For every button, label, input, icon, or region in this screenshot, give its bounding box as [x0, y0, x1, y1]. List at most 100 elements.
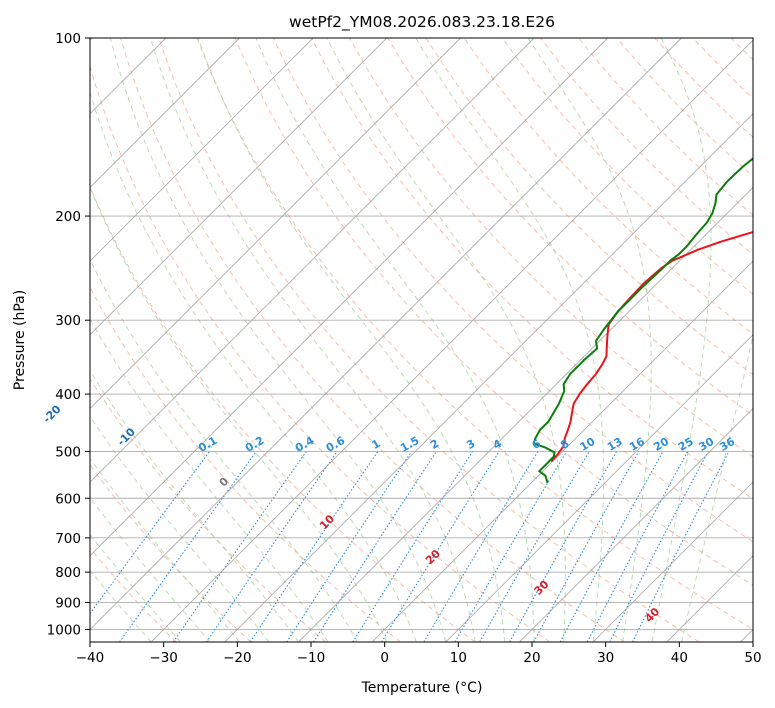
dry-adiabat-label: -10	[115, 425, 138, 448]
dry-adiabat	[120, 38, 625, 642]
mixing-ratio-line	[632, 451, 730, 642]
mixing-ratio-line	[509, 451, 618, 642]
y-tick-label: 800	[55, 565, 81, 581]
moist-adiabat	[90, 496, 211, 642]
x-tick-label: −30	[149, 650, 178, 666]
y-axis-label: Pressure (hPa)	[12, 290, 28, 390]
moist-adiabat	[90, 258, 358, 642]
isotherm-line	[592, 481, 753, 642]
mixing-ratio-line	[381, 451, 500, 642]
isotherm-line	[666, 555, 753, 642]
y-tick-label: 900	[55, 595, 81, 611]
y-tick-label: 600	[55, 491, 81, 507]
dry-adiabat	[501, 38, 753, 295]
moist-adiabat	[415, 38, 605, 642]
moist-adiabat	[527, 38, 652, 642]
moist-adiabat	[150, 38, 476, 642]
moist-adiabat	[90, 186, 388, 642]
x-tick-label: 20	[523, 650, 540, 666]
isotherm-line	[298, 186, 753, 642]
moist-adiabat	[681, 333, 753, 642]
chart-title: wetPf2_YM08.2026.083.23.18.E26	[289, 13, 555, 32]
mixing-ratio-line	[90, 451, 211, 615]
isotherm-line	[371, 260, 753, 642]
moist-adiabat	[255, 38, 535, 642]
y-tick-label: 500	[55, 444, 81, 460]
x-tick-label: 0	[380, 650, 389, 666]
dry-adiabat-label: 0	[217, 475, 232, 490]
x-axis-ticks: −40 −30 −20 −10 0 10 20 30 40 50	[76, 642, 762, 666]
x-tick-label: 10	[450, 650, 467, 666]
line-labels: 0.10.20.40.611.52346810131620253036-100-…	[40, 402, 737, 625]
moist-adiabat	[90, 90, 417, 642]
x-tick-label: −40	[76, 650, 105, 666]
isotherm-line	[224, 113, 753, 642]
y-axis-ticks: 100 200 300 400 500 600 700 800 900 1000	[47, 31, 90, 638]
mixing-ratio-label: 3	[464, 437, 477, 452]
y-tick-label: 300	[55, 313, 81, 329]
moist-adiabat	[90, 457, 240, 642]
dry-adiabat	[158, 38, 700, 642]
mixing-ratio-line	[172, 451, 307, 642]
moist-adiabat	[651, 38, 712, 642]
isotherm-line	[90, 38, 314, 262]
y-tick-label: 1000	[47, 622, 81, 638]
isotherm-line	[90, 38, 240, 189]
mixing-ratio-line	[286, 451, 413, 642]
dry-adiabat	[349, 38, 753, 458]
profiles	[532, 157, 753, 484]
mixing-ratio-line	[119, 451, 257, 642]
y-tick-label: 100	[55, 31, 81, 47]
mixing-ratio-line	[533, 451, 640, 642]
y-tick-label: 200	[55, 209, 81, 225]
isotherm-line	[445, 334, 753, 642]
y-tick-label: 700	[55, 531, 81, 547]
isotherm-line	[90, 38, 535, 483]
moist-adiabat	[109, 38, 447, 642]
moist-adiabat	[326, 38, 566, 642]
isotherm-line	[519, 407, 753, 642]
isotherm-line	[90, 38, 609, 557]
moist-adiabat	[90, 534, 181, 642]
dry-adiabat	[387, 38, 753, 417]
mixing-ratio-line	[454, 451, 568, 642]
moist-adiabat	[90, 569, 152, 642]
isotherm-line	[90, 38, 682, 631]
dry-adiabat	[616, 38, 753, 177]
dry-adiabat-label: 20	[423, 547, 443, 567]
dry-adiabat	[90, 64, 551, 642]
isotherm-line	[740, 628, 753, 642]
dewpoint-line	[532, 157, 753, 484]
grid	[90, 38, 753, 642]
temperature-line	[550, 230, 753, 463]
moist-adiabat	[197, 38, 506, 642]
moist-adiabat	[90, 369, 299, 642]
x-tick-label: 30	[597, 650, 614, 666]
y-tick-label: 400	[55, 387, 81, 403]
dry-adiabat	[90, 185, 476, 642]
dry-adiabat	[234, 38, 753, 586]
dry-adiabat	[90, 464, 252, 642]
dry-adiabat	[90, 286, 401, 642]
dry-adiabat-label: 10	[317, 512, 337, 532]
x-tick-label: 50	[744, 650, 761, 666]
mixing-ratio-label: 6	[530, 437, 543, 452]
mixing-ratio-line	[313, 451, 437, 642]
moist-adiabat	[90, 318, 329, 642]
dry-adiabat-label: 30	[532, 577, 552, 597]
mixing-ratio-line	[609, 451, 709, 642]
dry-adiabat	[654, 38, 753, 138]
x-tick-label: 40	[671, 650, 688, 666]
x-tick-label: −10	[297, 650, 326, 666]
dry-adiabat	[463, 38, 753, 335]
plot-frame	[89, 37, 754, 643]
mixing-ratio-line	[586, 451, 689, 642]
moist-adiabat	[90, 415, 270, 642]
dry-adiabat	[196, 38, 753, 631]
x-tick-label: −20	[223, 650, 252, 666]
mixing-ratio-line	[249, 451, 379, 642]
dry-adiabat	[692, 38, 753, 100]
background-lines	[90, 38, 753, 642]
x-axis-label: Temperature (°C)	[361, 680, 483, 696]
